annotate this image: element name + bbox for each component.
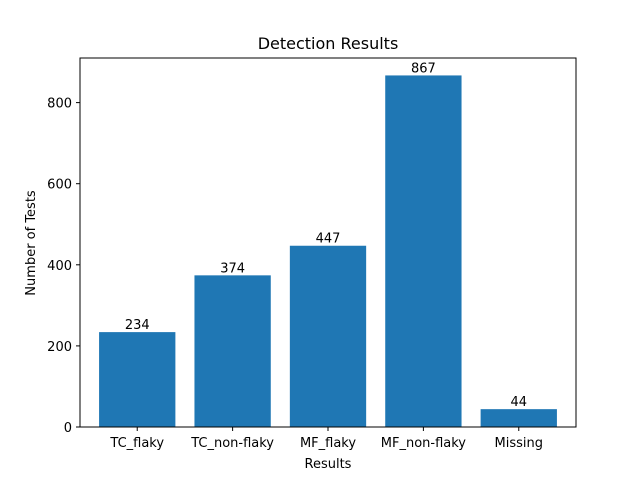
x-tick-label: TC_non-flaky <box>190 436 274 451</box>
bars-group <box>99 75 557 427</box>
bar-missing <box>480 409 557 427</box>
bar-value-label: 447 <box>316 232 341 247</box>
x-tick-label: MF_flaky <box>300 436 356 451</box>
bar-mf-non-flaky <box>385 75 462 427</box>
bar-value-label: 234 <box>125 318 150 333</box>
y-tick-label: 200 <box>47 340 72 355</box>
y-tick-label: 600 <box>47 178 72 193</box>
chart-title: Detection Results <box>258 34 399 53</box>
bar-labels-group: 234 374 447 867 44 <box>125 61 527 410</box>
y-axis-label: Number of Tests <box>24 190 39 296</box>
x-ticks-group: TC_flaky TC_non-flaky MF_flaky MF_non-flaky… <box>109 427 543 451</box>
y-ticks-group: 0 200 400 600 800 <box>47 97 80 436</box>
bar-tc-flaky <box>99 332 176 427</box>
bar-value-label: 374 <box>220 261 245 276</box>
bar-value-label: 44 <box>510 395 527 410</box>
plot-frame <box>79 57 577 428</box>
x-tick-label: MF_non-flaky <box>381 436 467 451</box>
y-tick-label: 0 <box>64 421 72 436</box>
x-tick-label: Missing <box>495 436 543 451</box>
bar-tc-non-flaky <box>194 275 271 427</box>
x-axis-label: Results <box>305 457 352 472</box>
y-tick-label: 800 <box>47 97 72 112</box>
y-tick-label: 400 <box>47 259 72 274</box>
bar-mf-flaky <box>289 245 367 427</box>
x-tick-label: TC_flaky <box>109 436 164 451</box>
bar-value-label: 867 <box>411 61 436 76</box>
